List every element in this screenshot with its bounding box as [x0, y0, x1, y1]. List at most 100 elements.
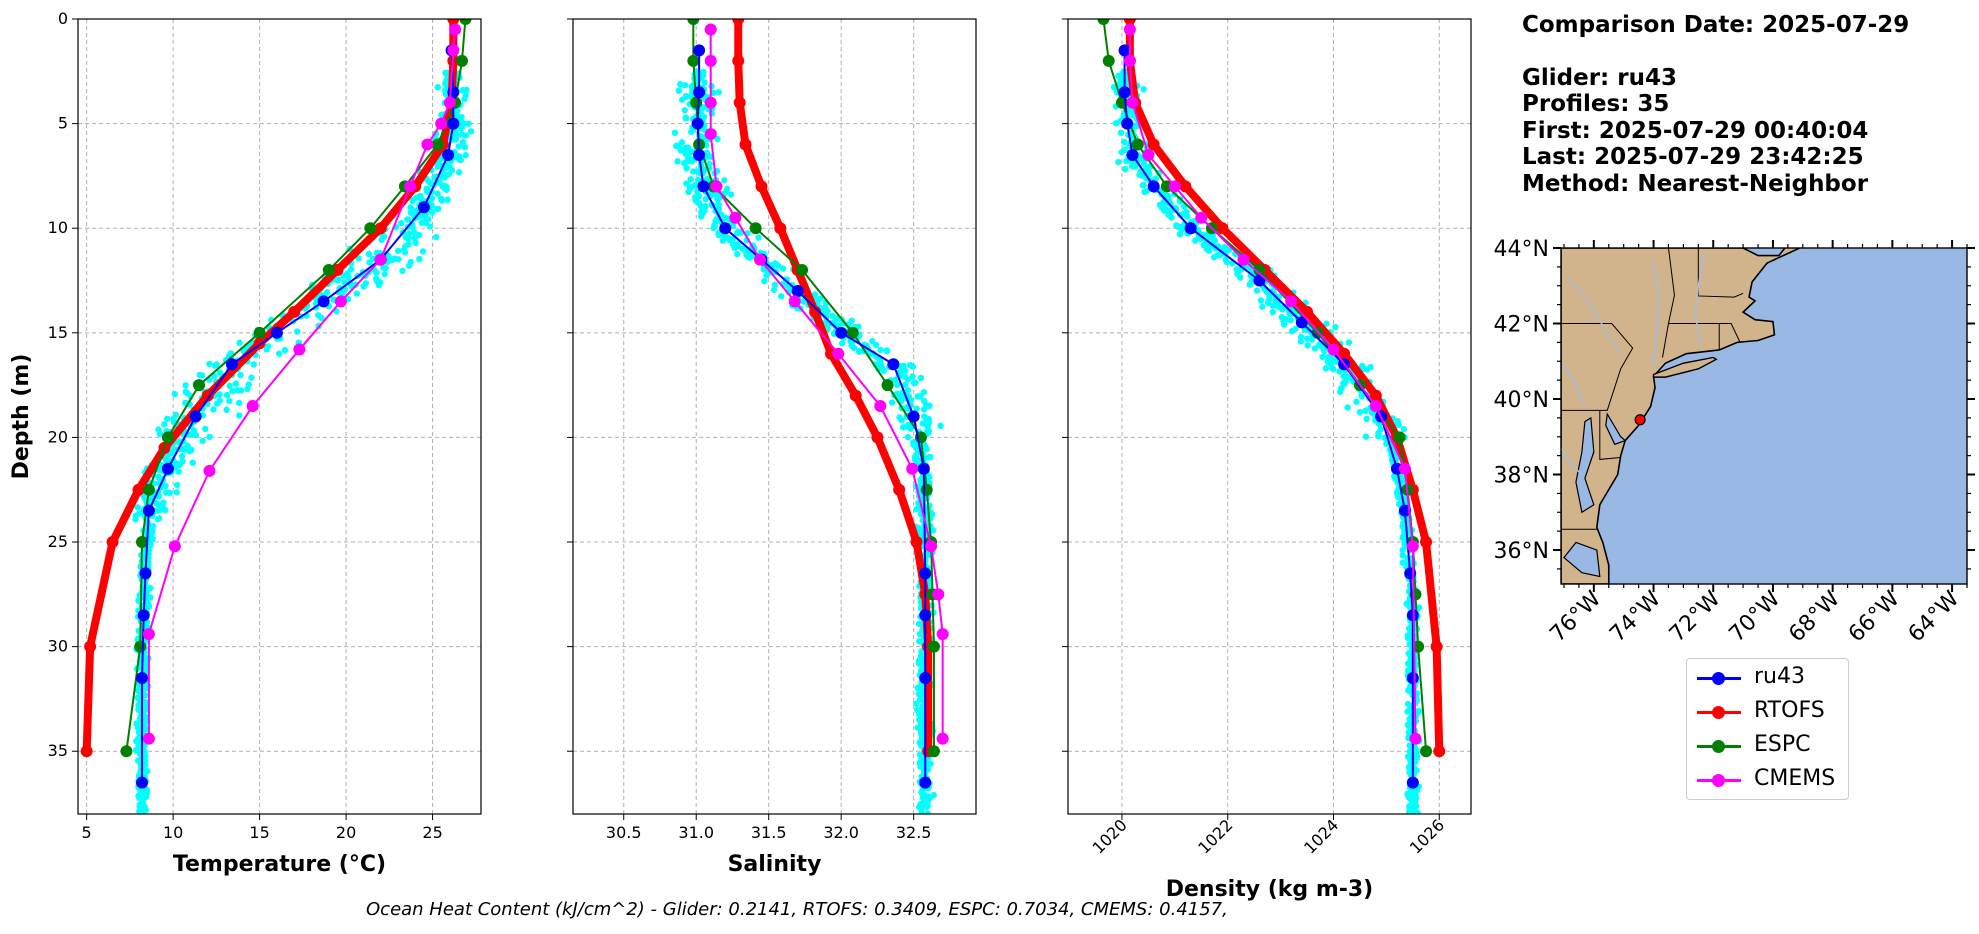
- scatter-point: [164, 415, 171, 423]
- scatter-point: [416, 255, 423, 263]
- scatter-point: [366, 259, 373, 266]
- x-tick-label: 10: [163, 823, 183, 842]
- scatter-point: [223, 406, 230, 414]
- scatter-point: [459, 138, 467, 146]
- scatter-point: [923, 445, 930, 453]
- scatter-point: [1325, 353, 1332, 361]
- scatter-point: [454, 107, 461, 114]
- scatter-point: [1404, 753, 1412, 760]
- series-point: [907, 410, 920, 423]
- scatter-point: [698, 208, 705, 216]
- scatter-point: [1259, 303, 1266, 310]
- series-cmems: [142, 23, 462, 745]
- scatter-point: [405, 240, 412, 248]
- series-point: [1327, 343, 1340, 356]
- scatter-point: [1411, 809, 1418, 814]
- scatter-point: [378, 236, 385, 244]
- coastline: [1561, 248, 1802, 584]
- series-point: [887, 358, 900, 371]
- scatter-point: [761, 277, 768, 285]
- axes-frame: [77, 18, 482, 815]
- scatter-point: [691, 182, 698, 189]
- series-point: [910, 536, 923, 549]
- scatter-point: [916, 739, 923, 746]
- scatter-point: [675, 87, 683, 94]
- map-area: [1561, 248, 1967, 584]
- series-point: [919, 609, 932, 622]
- scatter-point: [1375, 433, 1382, 440]
- scatter-point: [134, 504, 141, 511]
- series-point: [849, 389, 862, 402]
- scatter-point: [162, 455, 169, 463]
- series-point: [893, 483, 906, 496]
- scatter-point: [250, 361, 257, 368]
- scatter-point: [1181, 210, 1188, 218]
- y-tick-label: 25: [48, 532, 68, 551]
- scatter-point: [340, 279, 348, 286]
- scatter-point: [210, 406, 217, 413]
- scatter-point: [883, 347, 890, 354]
- series-point: [447, 44, 460, 57]
- legend-item-rtofs: RTOFS: [1687, 695, 1848, 729]
- scatter-point: [226, 397, 233, 405]
- series-point: [404, 180, 417, 193]
- series-point: [1195, 211, 1208, 224]
- scatter-point: [1115, 158, 1122, 166]
- series-point: [1123, 19, 1136, 25]
- scatter-point: [1413, 803, 1420, 810]
- scatter-point: [1367, 363, 1374, 371]
- scatter-point: [687, 176, 694, 183]
- series-ru43: [1118, 44, 1419, 789]
- scatter-point: [216, 391, 223, 398]
- series-point: [1369, 389, 1382, 402]
- scatter-point: [1136, 171, 1143, 178]
- scatter-point: [1390, 473, 1398, 480]
- series-point: [1147, 138, 1160, 151]
- scatter-point: [1399, 552, 1406, 559]
- scatter-point: [462, 132, 470, 139]
- series-point: [1121, 117, 1134, 130]
- scatter-point: [924, 810, 932, 814]
- map-lon-label: 72°W: [1665, 586, 1726, 647]
- scatter-point: [1297, 333, 1305, 341]
- scatter-point: [407, 258, 414, 266]
- scatter-point: [132, 516, 139, 523]
- pamlico-sound: [1563, 541, 1601, 578]
- glider-scatter: [1110, 68, 1423, 814]
- y-tick-label: 5: [58, 114, 68, 133]
- scatter-point: [896, 414, 903, 421]
- scatter-point: [381, 270, 388, 278]
- series-point: [142, 732, 155, 745]
- series-point: [749, 222, 762, 235]
- scatter-point: [1415, 604, 1423, 611]
- scatter-point: [161, 482, 169, 490]
- scatter-point: [410, 228, 418, 236]
- scatter-point: [455, 169, 463, 176]
- panel-2: 30.5 31.0 31.5 32.0 32.5 Salinity: [567, 18, 977, 877]
- series-point: [293, 343, 306, 356]
- series-point: [449, 23, 462, 36]
- scatter-point: [914, 684, 921, 692]
- scatter-point: [226, 382, 233, 390]
- series-point: [1237, 253, 1250, 266]
- scatter-point: [920, 406, 928, 413]
- x-tick-label: 20: [336, 823, 356, 842]
- y-tick-label: 15: [48, 323, 68, 342]
- scatter-point: [452, 136, 459, 143]
- scatter-point: [1376, 420, 1383, 428]
- map-lon-label: 68°W: [1784, 586, 1845, 647]
- series-point: [447, 19, 460, 25]
- scatter-point: [365, 250, 373, 258]
- series-point: [754, 253, 767, 266]
- series-point: [693, 86, 706, 99]
- last-time: Last: 2025-07-29 23:42:25: [1522, 144, 1864, 170]
- scatter-point: [755, 234, 762, 241]
- scatter-point: [409, 223, 416, 230]
- scatter-point: [800, 298, 807, 305]
- scatter-point: [1121, 165, 1129, 173]
- state-border: [1668, 323, 1741, 343]
- scatter-point: [1353, 398, 1360, 405]
- scatter-point: [723, 233, 730, 241]
- ocean-heat-content: Ocean Heat Content (kJ/cm^2) - Glider: 0…: [366, 899, 1228, 920]
- legend-label: ESPC: [1754, 732, 1811, 757]
